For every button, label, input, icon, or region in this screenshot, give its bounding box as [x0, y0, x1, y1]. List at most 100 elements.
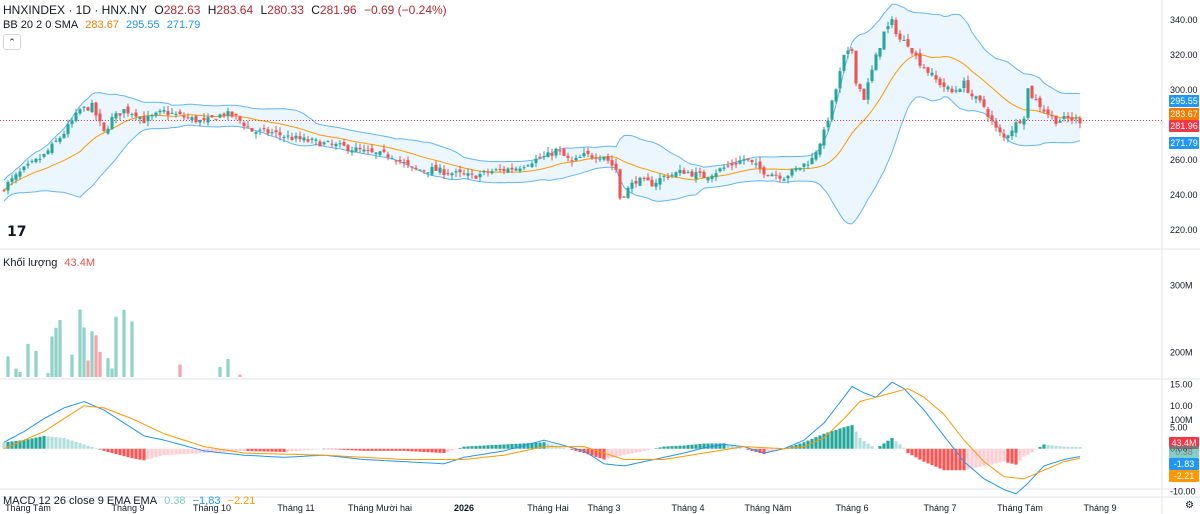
macd-histogram-bar: [14, 441, 18, 449]
candle-body: [538, 156, 542, 159]
candle-body: [734, 162, 738, 165]
candle-body: [754, 163, 758, 165]
macd-histogram-bar: [930, 448, 934, 466]
candle: [954, 85, 958, 94]
candle: [470, 169, 474, 179]
macd-histogram-bar: [114, 448, 118, 455]
macd-histogram-bar: [162, 448, 166, 456]
candle: [398, 156, 402, 165]
candle: [306, 136, 310, 143]
macd-histogram-bar: [254, 448, 258, 452]
candle: [54, 138, 58, 143]
candle: [386, 151, 390, 161]
macd-histogram-bar: [358, 448, 362, 451]
macd-histogram-bar: [530, 442, 534, 449]
gear-icon[interactable]: ⚙: [1185, 500, 1194, 511]
macd-histogram-bar: [494, 444, 498, 449]
candle: [322, 141, 326, 146]
bollinger-bands-layer: [0, 3, 1162, 225]
macd-histogram-bar: [558, 446, 562, 449]
candle: [878, 47, 882, 60]
macd-line-tag: -1.83: [1169, 458, 1199, 470]
candle: [90, 99, 94, 113]
candle: [1038, 95, 1042, 113]
candle: [1074, 114, 1078, 124]
candle-body: [602, 156, 606, 160]
candle: [874, 52, 878, 71]
macd-histogram-bar: [678, 445, 682, 449]
candle: [454, 168, 458, 178]
candle: [298, 131, 302, 143]
macd-histogram-bar: [122, 448, 126, 457]
macd-tick-label: 10.00: [1170, 401, 1193, 411]
macd-tick-label: -10.00: [1170, 487, 1196, 497]
candle-body: [678, 170, 682, 174]
macd-histogram-bar: [446, 448, 450, 452]
bb-legend[interactable]: BB 20 2 0 SMA 283.67 295.55 271.79: [3, 18, 204, 32]
high-value: 283.64: [216, 3, 254, 17]
macd-layer[interactable]: [2, 381, 1082, 495]
candle-body: [354, 147, 358, 152]
macd-histogram-bar: [490, 445, 494, 449]
macd-histogram-bar: [130, 448, 134, 459]
macd-histogram-bar: [2, 442, 6, 449]
time-tick-label: Tháng 6: [835, 503, 868, 513]
candle-body: [250, 128, 254, 132]
macd-histogram-bar: [58, 437, 62, 449]
volume-bar: [226, 359, 230, 377]
macd-histogram-bar: [566, 448, 570, 450]
time-tick-label: Tháng Hai: [527, 503, 569, 513]
macd-histogram-bar: [410, 448, 414, 452]
low-label: L: [260, 3, 268, 17]
candle-body: [922, 67, 926, 69]
macd-histogram-bar: [894, 441, 898, 449]
macd-histogram-bar: [294, 448, 298, 451]
candles-layer[interactable]: [2, 16, 1082, 200]
candle: [650, 175, 654, 187]
candle-body: [722, 167, 726, 169]
tradingview-logo[interactable]: 17: [7, 224, 27, 240]
macd-histogram-bar: [658, 447, 662, 449]
candle: [326, 140, 330, 143]
bb-label: BB 20 2 0 SMA: [3, 19, 79, 31]
chevron-up-icon[interactable]: ⌃: [3, 34, 21, 50]
candle-body: [98, 113, 102, 122]
candle-body: [370, 148, 374, 153]
candle-body: [782, 179, 786, 181]
candle: [310, 136, 314, 144]
candle-body: [362, 149, 366, 152]
macd-histogram-bar: [706, 443, 710, 449]
macd-histogram-bar: [922, 448, 926, 462]
candle: [314, 137, 318, 146]
candle-body: [750, 159, 754, 163]
volume-legend[interactable]: Khối lượng 43.4M: [3, 256, 99, 270]
symbol-title[interactable]: HNXINDEX · 1D · HNX.NY: [3, 3, 148, 17]
candle: [362, 144, 366, 155]
candle: [438, 164, 442, 175]
candle-body: [490, 171, 494, 174]
macd-legend[interactable]: MACD 12 26 close 9 EMA EMA 0.38 −1.83 −2…: [3, 494, 259, 508]
candle: [210, 114, 214, 118]
candle-body: [326, 141, 330, 143]
candle-body: [582, 153, 586, 157]
candle: [1062, 112, 1066, 122]
candle: [134, 108, 138, 121]
candle-body: [586, 150, 590, 154]
candle-body: [914, 52, 918, 55]
candle: [662, 174, 666, 182]
macd-histogram-bar: [994, 448, 998, 464]
macd-histogram-bar: [666, 446, 670, 449]
candle-body: [650, 179, 654, 187]
volume-bar: [26, 343, 30, 377]
macd-label: MACD 12 26 close 9 EMA EMA: [3, 495, 158, 507]
macd-histogram-bar: [670, 446, 674, 449]
candle: [194, 114, 198, 124]
volume-layer[interactable]: [6, 309, 242, 377]
candle: [690, 169, 694, 178]
macd-histogram-bar: [802, 442, 806, 449]
candle-body: [194, 116, 198, 123]
candle: [990, 110, 994, 126]
candle: [190, 115, 194, 123]
macd-histogram-bar: [910, 448, 914, 456]
